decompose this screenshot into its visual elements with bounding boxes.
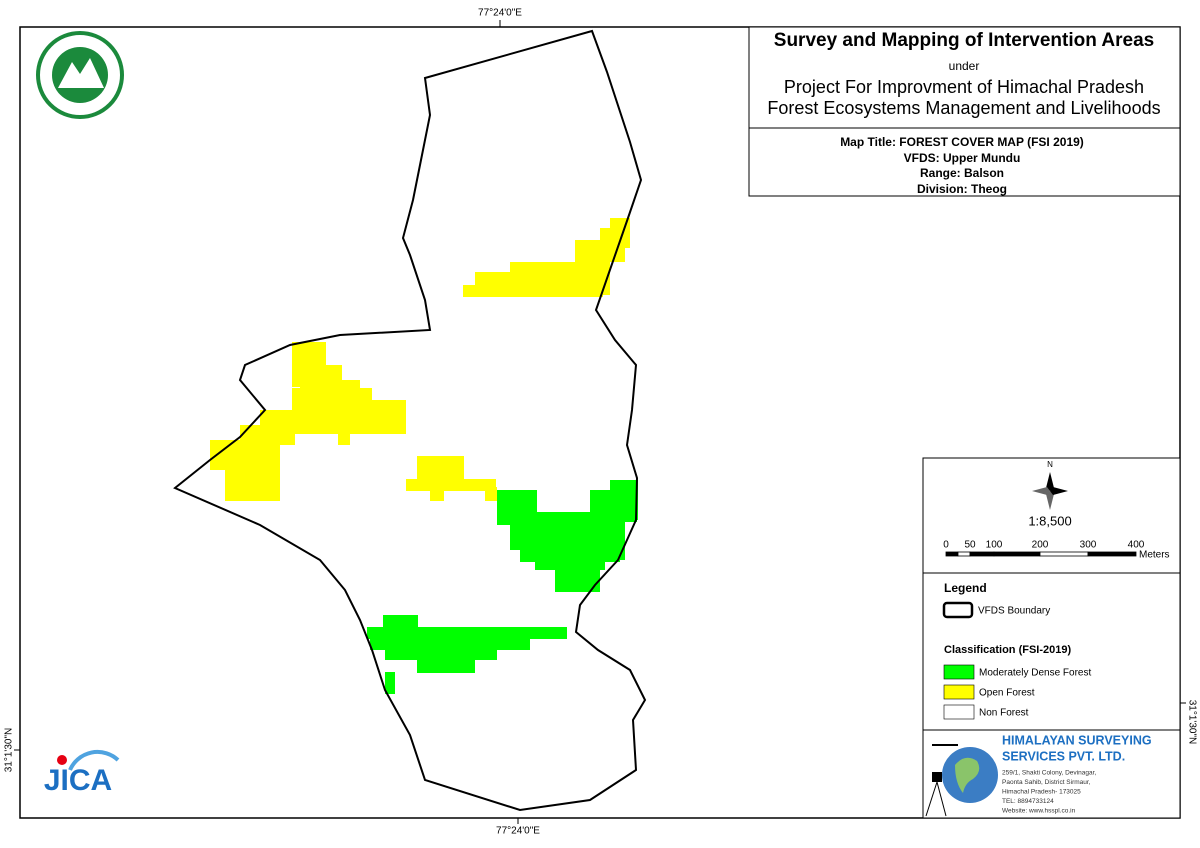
company-address: 259/1, Shakti Colony, Devinagar, — [1002, 770, 1096, 777]
scale-ratio: 1:8,500 — [1028, 513, 1071, 528]
scale-label: 50 — [964, 540, 976, 551]
subtitle: Project For Improvment of Himachal Prade… — [784, 77, 1144, 97]
graticule-label: 77°24'0"E — [478, 8, 522, 19]
vfds-boundary — [173, 29, 647, 812]
legend-label: Moderately Dense Forest — [979, 668, 1091, 679]
north-label: N — [1047, 460, 1053, 469]
jica-text: JICA — [44, 764, 112, 797]
legend-swatch — [943, 664, 975, 680]
subtitle: Forest Ecosystems Management and Livelih… — [767, 98, 1160, 118]
company-name: HIMALAYAN SURVEYING — [1002, 733, 1152, 747]
open-forest — [210, 218, 630, 501]
title-box — [748, 26, 1181, 197]
scale-unit: Meters — [1139, 550, 1170, 561]
graticule-label: 31°1'30"N — [4, 728, 15, 773]
scale-label: 200 — [1032, 540, 1049, 551]
legend-swatch — [943, 684, 975, 700]
north-arrow — [1032, 472, 1068, 510]
graticule-label: 77°24'0"E — [496, 826, 540, 837]
forest-dept-logo — [36, 31, 124, 119]
legend-label: VFDS Boundary — [978, 606, 1050, 617]
map-info: Division: Theog — [917, 182, 1007, 196]
scale-label: 400 — [1128, 540, 1145, 551]
company-address: Paonta Sahib, District Sirmaur, — [1002, 779, 1091, 786]
company-address: Website: www.hsspl.co.in — [1002, 808, 1076, 815]
scale-label: 300 — [1080, 540, 1097, 551]
scale-bar — [945, 551, 1137, 557]
scale-label: 100 — [986, 540, 1003, 551]
subtitle: under — [949, 59, 980, 73]
company-address: Himachal Pradesh- 173025 — [1002, 789, 1081, 796]
scale-label: 0 — [943, 540, 949, 551]
legend-swatch — [942, 601, 974, 619]
legend-label: Non Forest — [979, 708, 1029, 719]
title: Survey and Mapping of Intervention Areas — [774, 30, 1154, 51]
jica-logo: JICA — [44, 749, 120, 797]
map-info: Map Title: FOREST COVER MAP (FSI 2019) — [840, 135, 1084, 149]
legend-label: Open Forest — [979, 688, 1035, 699]
company-logo — [925, 744, 998, 817]
map-info: VFDS: Upper Mundu — [904, 151, 1021, 165]
legend-subtitle: Classification (FSI-2019) — [944, 644, 1071, 656]
graticule-label: 31°1'30"N — [1186, 700, 1197, 745]
dense-forest — [367, 480, 638, 694]
company-name: SERVICES PVT. LTD. — [1002, 749, 1125, 763]
map-info: Range: Balson — [920, 166, 1004, 180]
legend-swatch — [943, 704, 975, 720]
company-address: TEL: 8894733124 — [1002, 798, 1054, 805]
legend-title: Legend — [944, 581, 987, 595]
